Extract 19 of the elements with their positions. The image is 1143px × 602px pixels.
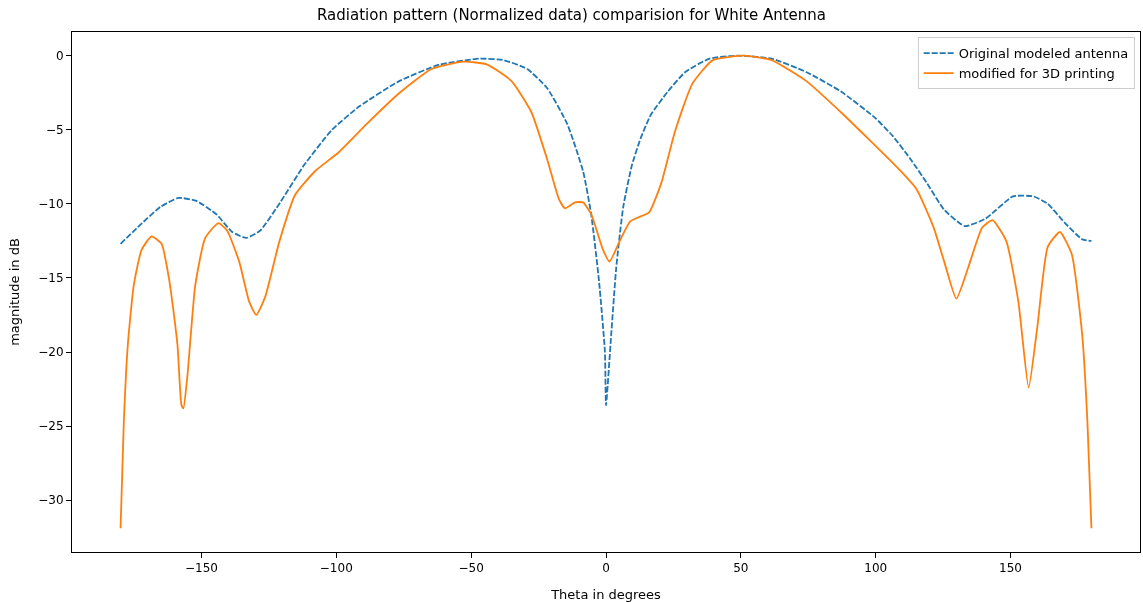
y-axis-title: magnitude in dB — [7, 238, 23, 346]
y-tick-label: −5 — [45, 122, 64, 137]
x-tick-label: 50 — [733, 561, 749, 576]
x-tick-label: 100 — [864, 561, 888, 576]
x-tick-label: 0 — [602, 561, 610, 576]
x-axis-title: Theta in degrees — [550, 587, 662, 602]
legend-label: modified for 3D printing — [958, 66, 1115, 82]
x-tick-label: −150 — [184, 561, 218, 576]
y-tick-label: −25 — [38, 419, 64, 434]
x-tick-label: −50 — [458, 561, 484, 576]
x-tick-label: 150 — [999, 561, 1022, 576]
y-tick-label: −30 — [38, 493, 64, 508]
legend-label: Original modeled antenna — [958, 46, 1129, 62]
y-tick-label: −20 — [38, 345, 64, 360]
y-tick-label: 0 — [55, 48, 64, 63]
y-tick-label: −10 — [38, 197, 64, 212]
x-tick-label: −100 — [319, 561, 353, 576]
chart-title: Radiation pattern (Normalized data) comparision for White Antenna — [316, 5, 827, 24]
y-tick-label: −15 — [38, 271, 64, 286]
